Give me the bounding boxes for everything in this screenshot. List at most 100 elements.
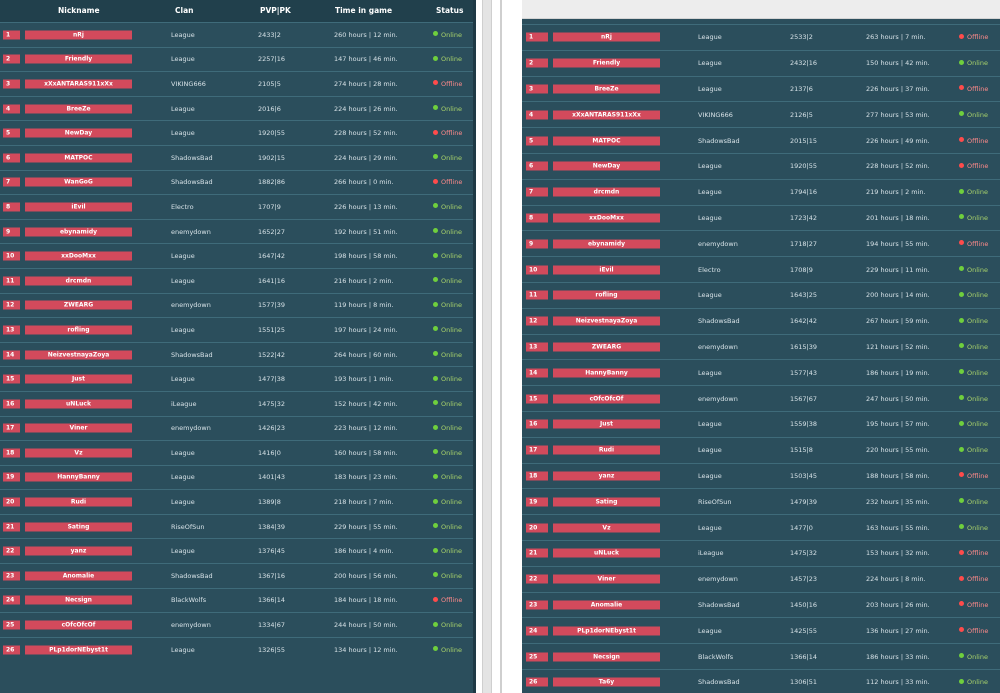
player-nickname[interactable]: Necsign — [553, 652, 660, 662]
player-pvp-pk: 1306|51 — [790, 678, 818, 687]
player-clan: League — [698, 446, 722, 455]
table-row: 8 xxDooMxx League 1723|42 201 hours | 18 min… — [522, 204, 1000, 231]
player-nickname[interactable]: xXxANTARAS911xXx — [25, 79, 132, 89]
player-nickname[interactable]: Just — [25, 374, 132, 384]
player-nickname[interactable]: uNLuck — [25, 399, 132, 409]
player-nickname[interactable]: MATPOC — [25, 153, 132, 163]
player-nickname[interactable]: Vz — [25, 448, 132, 458]
player-clan: ShadowsBad — [698, 136, 740, 145]
player-nickname[interactable]: cOfcOfcOf — [25, 620, 132, 630]
player-time-in-game: 232 hours | 35 min. — [866, 497, 930, 506]
player-nickname[interactable]: Sating — [25, 522, 132, 532]
player-time-in-game: 219 hours | 2 min. — [866, 188, 926, 197]
player-clan: enemydown — [698, 575, 738, 584]
player-nickname[interactable]: WanGoG — [25, 177, 132, 187]
player-nickname[interactable]: Anomalie — [25, 571, 132, 581]
player-nickname[interactable]: Just — [553, 419, 660, 429]
player-nickname[interactable]: BreeZe — [553, 84, 660, 94]
rank-badge: 20 — [3, 497, 20, 507]
status-dot-icon — [959, 678, 964, 684]
table-row: 10 iEvil Electro 1708|9 229 hours | 11 min. O… — [522, 256, 1000, 282]
player-pvp-pk: 1515|8 — [790, 446, 813, 455]
player-nickname[interactable]: iEvil — [553, 265, 660, 275]
right-leaderboard-panel: 1 nRj League 2533|2 263 hours | 7 min. Offlin… — [522, 0, 1000, 693]
status-badge: Online — [959, 111, 988, 119]
rank-badge: 16 — [3, 399, 20, 409]
table-row: 4 BreeZe League 2016|6 224 hours | 26 min. On… — [0, 95, 476, 121]
player-clan: BlackWolfs — [171, 596, 207, 605]
player-nickname[interactable]: HannyBanny — [25, 472, 132, 482]
player-nickname[interactable]: iEvil — [25, 202, 132, 212]
player-nickname[interactable]: nRj — [553, 32, 660, 42]
player-nickname[interactable]: drcmdn — [25, 276, 132, 286]
player-nickname[interactable]: Friendly — [553, 58, 660, 68]
status-dot-icon — [959, 627, 964, 633]
player-nickname[interactable]: NewDay — [25, 128, 132, 138]
status-label: Offline — [441, 596, 463, 605]
table-row: 16 Just League 1559|38 195 hours | 57 min. On… — [522, 410, 1000, 437]
player-nickname[interactable]: HannyBanny — [553, 368, 660, 378]
player-nickname[interactable]: Viner — [25, 423, 132, 433]
player-clan: enemydown — [171, 301, 211, 310]
player-time-in-game: 186 hours | 33 min. — [866, 652, 930, 661]
player-nickname[interactable]: ZWEARG — [553, 342, 660, 352]
status-badge: Offline — [959, 137, 988, 145]
status-badge: Online — [433, 154, 462, 162]
player-nickname[interactable]: uNLuck — [553, 548, 660, 558]
player-nickname[interactable]: Rudi — [553, 445, 660, 455]
player-time-in-game: 267 hours | 59 min. — [866, 317, 930, 326]
status-label: Offline — [967, 136, 989, 145]
player-nickname[interactable]: yanz — [25, 546, 132, 556]
player-nickname[interactable]: Necsign — [25, 595, 132, 605]
rank-badge: 26 — [3, 645, 20, 655]
player-nickname[interactable]: ebynamidy — [553, 239, 660, 249]
player-nickname[interactable]: xXxANTARAS911xXx — [553, 110, 660, 120]
player-nickname[interactable]: PLp1dorNEbyst1t — [553, 626, 660, 636]
player-nickname[interactable]: Ta6y — [553, 677, 660, 687]
player-nickname[interactable]: rofling — [553, 290, 660, 300]
player-nickname[interactable]: Vz — [553, 523, 660, 533]
player-clan: League — [698, 523, 722, 532]
player-nickname[interactable]: xxDooMxx — [25, 251, 132, 261]
player-nickname[interactable]: Anomalie — [553, 600, 660, 610]
status-label: Online — [441, 350, 462, 359]
player-time-in-game: 147 hours | 46 min. — [334, 55, 398, 64]
player-nickname[interactable]: Viner — [553, 574, 660, 584]
rank-badge: 8 — [526, 213, 548, 223]
rank-badge: 14 — [3, 350, 20, 360]
player-nickname[interactable]: Rudi — [25, 497, 132, 507]
browser-top-strip — [522, 0, 1000, 19]
player-nickname[interactable]: Friendly — [25, 54, 132, 64]
player-nickname[interactable]: PLp1dorNEbyst1t — [25, 645, 132, 655]
player-time-in-game: 160 hours | 58 min. — [334, 448, 398, 457]
status-label: Online — [441, 153, 462, 162]
player-nickname[interactable]: MATPOC — [553, 136, 660, 146]
player-pvp-pk: 1367|16 — [258, 571, 286, 580]
player-nickname[interactable]: xxDooMxx — [553, 213, 660, 223]
player-pvp-pk: 1425|55 — [790, 626, 818, 635]
player-nickname[interactable]: NeizvestnayaZoya — [553, 316, 660, 326]
player-clan: Electro — [698, 265, 721, 274]
player-nickname[interactable]: drcmdn — [553, 187, 660, 197]
status-badge: Online — [433, 55, 462, 63]
player-nickname[interactable]: Sating — [553, 497, 660, 507]
status-dot-icon — [959, 575, 964, 581]
player-nickname[interactable]: rofling — [25, 325, 132, 335]
player-clan: RiseOfSun — [698, 497, 732, 506]
player-time-in-game: 200 hours | 56 min. — [334, 571, 398, 580]
header-nickname: Nickname — [58, 6, 100, 15]
status-dot-icon — [959, 33, 964, 39]
player-nickname[interactable]: NeizvestnayaZoya — [25, 350, 132, 360]
player-nickname[interactable]: yanz — [553, 471, 660, 481]
player-nickname[interactable]: NewDay — [553, 161, 660, 171]
player-nickname[interactable]: cOfcOfcOf — [553, 394, 660, 404]
player-pvp-pk: 1475|32 — [790, 549, 818, 558]
player-nickname[interactable]: nRj — [25, 30, 132, 40]
player-nickname[interactable]: ebynamidy — [25, 227, 132, 237]
scrollbar[interactable] — [482, 0, 492, 693]
player-nickname[interactable]: ZWEARG — [25, 300, 132, 310]
player-pvp-pk: 1401|43 — [258, 473, 286, 482]
player-nickname[interactable]: BreeZe — [25, 104, 132, 114]
status-badge: Online — [959, 653, 988, 661]
rank-badge: 25 — [526, 652, 548, 662]
